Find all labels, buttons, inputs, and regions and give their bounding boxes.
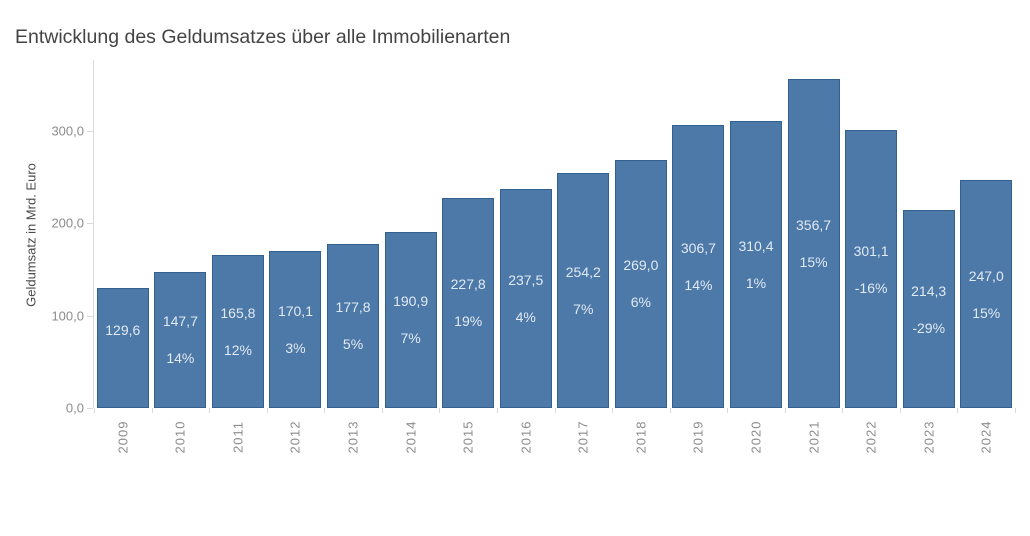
x-tick-label: 2017	[575, 420, 591, 454]
bar-pct-label: 14%	[166, 350, 195, 367]
x-tick-mark	[209, 408, 211, 413]
x-tick-label: 2016	[518, 420, 534, 454]
bar-2012: 170,1 3%	[269, 251, 322, 408]
bar-2022: 301,1 -16%	[845, 130, 898, 408]
x-tick-mark	[1015, 408, 1016, 413]
bar-2009: 129,6	[96, 288, 149, 408]
y-tick-mark	[87, 315, 93, 317]
bar-value-label: 190,9	[393, 293, 429, 310]
bar-value-label: 147,7	[162, 313, 198, 330]
x-tick-mark	[496, 408, 498, 413]
x-tick-label: 2012	[287, 420, 303, 454]
y-tick-mark	[87, 131, 93, 133]
bar-value-label: 237,5	[508, 271, 544, 288]
bar-pct-label: 12%	[223, 341, 252, 358]
x-tick-mark	[439, 408, 441, 413]
bar-value-label: 177,8	[335, 299, 371, 316]
bar-2017: 254,2 7%	[557, 173, 610, 408]
x-tick-label: 2009	[115, 420, 131, 454]
x-tick-mark	[784, 408, 786, 413]
bar-2010: 147,7 14%	[154, 271, 207, 408]
bar-2021: 356,7 15%	[787, 78, 840, 408]
x-tick-mark	[669, 408, 671, 413]
bar-value-label: 254,2	[565, 264, 601, 281]
bar-value-label: 129,6	[105, 321, 141, 338]
bar-value-label: 356,7	[796, 216, 832, 233]
x-tick-mark	[151, 408, 153, 413]
x-tick-label: 2019	[690, 420, 706, 454]
y-axis-title: Geldumsatz in Mrd. Euro	[23, 163, 39, 307]
bar-2014: 190,9 7%	[384, 231, 437, 408]
bar-2018: 269,0 6%	[614, 159, 667, 408]
bar-pct-label: 5%	[342, 336, 364, 353]
chart-title: Entwicklung des Geldumsatzes über alle I…	[15, 26, 511, 48]
x-tick-mark	[381, 408, 383, 413]
y-tick-label: 300,0	[51, 123, 84, 139]
bar-pct-label: 14%	[684, 276, 713, 293]
y-tick-label: 200,0	[51, 215, 84, 231]
x-tick-mark	[94, 408, 95, 413]
bar-pct-label: 6%	[630, 294, 651, 311]
bar-2020: 310,4 1%	[729, 121, 782, 408]
bar-value-label: 310,4	[738, 238, 774, 255]
bar-2013: 177,8 5%	[327, 243, 380, 408]
bar-pct-label: 7%	[573, 301, 594, 318]
bar-2015: 227,8 19%	[442, 197, 495, 408]
y-tick-label: 100,0	[51, 308, 84, 324]
x-tick-label: 2022	[863, 420, 879, 454]
plot-area: 0,0 100,0 200,0 300,0 129,6 2009 147,7 14% 2010 1…	[51, 60, 1016, 453]
y-tick-mark	[87, 223, 93, 225]
bar-2023: 214,3 -29%	[902, 210, 955, 408]
x-tick-mark	[612, 408, 614, 413]
bar-2024: 247,0 15%	[960, 180, 1013, 408]
x-tick-mark	[554, 408, 556, 413]
x-tick-label: 2024	[978, 420, 994, 454]
bar-pct-label: -16%	[854, 279, 888, 296]
x-tick-label: 2015	[460, 420, 476, 454]
x-tick-label: 2021	[806, 420, 822, 454]
bar-value-label: 269,0	[623, 257, 659, 274]
bar-value-label: 214,3	[911, 282, 947, 299]
x-tick-label: 2023	[921, 420, 937, 454]
y-tick-mark	[87, 408, 93, 409]
x-tick-label: 2018	[633, 420, 649, 454]
bar-value-label: 306,7	[680, 239, 716, 256]
y-tick-label: 0,0	[65, 400, 84, 416]
bar-pct-label: 15%	[799, 253, 828, 270]
x-tick-label: 2011	[230, 421, 246, 453]
bar-pct-label: 1%	[745, 275, 767, 292]
bar-2019: 306,7 14%	[672, 124, 725, 408]
x-tick-label: 2013	[345, 420, 361, 454]
bar-pct-label: 15%	[972, 304, 1001, 321]
bar-pct-label: 7%	[400, 330, 421, 347]
x-tick-mark	[842, 408, 844, 413]
bar-pct-label: 19%	[454, 313, 483, 330]
bar-value-label: 301,1	[853, 242, 889, 259]
x-tick-mark	[727, 408, 729, 413]
bar-pct-label: 3%	[285, 340, 306, 356]
x-tick-mark	[957, 408, 959, 413]
bar-value-label: 247,0	[968, 267, 1004, 284]
x-tick-mark	[324, 408, 326, 413]
bar-value-label: 170,1	[277, 303, 313, 319]
bar-2011: 165,8 12%	[211, 254, 264, 408]
bar-pct-label: -29%	[912, 319, 946, 336]
bar-value-label: 227,8	[450, 276, 486, 293]
bar-2016: 237,5 4%	[499, 188, 552, 408]
x-tick-label: 2014	[403, 420, 419, 454]
x-tick-label: 2010	[172, 420, 188, 454]
bar-value-label: 165,8	[220, 304, 256, 321]
bar-pct-label: 4%	[515, 308, 536, 325]
x-tick-mark	[266, 408, 268, 413]
x-tick-mark	[899, 408, 901, 413]
x-tick-label: 2020	[748, 420, 764, 454]
